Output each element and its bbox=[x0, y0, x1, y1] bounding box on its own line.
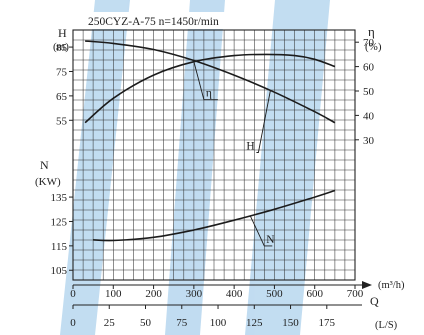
annotation-leader bbox=[249, 215, 273, 247]
eta-axis-tick-label: 50 bbox=[363, 86, 375, 98]
q-axis-arrow bbox=[362, 281, 372, 289]
q-ls-axis-unit: (L/S) bbox=[375, 320, 398, 331]
q-m3h-axis-tick-label: 100 bbox=[105, 288, 122, 300]
q-ls-axis-tick-label: 0 bbox=[70, 317, 76, 329]
q-m3h-axis-tick-label: 0 bbox=[70, 288, 76, 300]
q-ls-axis-tick-label: 175 bbox=[319, 317, 336, 329]
q-ls-axis-tick-label: 100 bbox=[210, 317, 227, 329]
h-axis-tick-label: 55 bbox=[56, 115, 68, 127]
curve-n bbox=[93, 189, 336, 242]
q-ls-axis-tick-label: 75 bbox=[176, 317, 188, 329]
n-axis-label: N bbox=[40, 158, 49, 172]
watermark-stripe bbox=[245, 0, 330, 335]
q-ls-axis-tick-label: 25 bbox=[104, 317, 116, 329]
n-axis-tick-label: 135 bbox=[51, 192, 68, 204]
annotation-leader bbox=[256, 90, 271, 153]
plot-frame bbox=[72, 29, 356, 281]
q-m3h-axis-tick-label: 500 bbox=[266, 288, 283, 300]
title-background bbox=[84, 12, 244, 29]
watermark-graphic bbox=[60, 0, 330, 335]
eta-axis-tick-label: 60 bbox=[363, 62, 375, 74]
h-axis-tick-label: 85 bbox=[56, 42, 68, 54]
annotation-label: H bbox=[246, 141, 254, 153]
n-axis-tick-label: 115 bbox=[51, 241, 68, 253]
q-ls-axis-tick-label: 125 bbox=[246, 317, 263, 329]
q-ls-axis-tick-label: 150 bbox=[282, 317, 299, 329]
h-axis-tick-label: 75 bbox=[56, 66, 68, 78]
chart-curves bbox=[84, 40, 336, 242]
curve-h bbox=[85, 40, 336, 124]
h-axis-unit: (m) bbox=[53, 41, 69, 53]
eta-axis-tick-label: 40 bbox=[363, 110, 375, 122]
q-m3h-axis-tick-label: 200 bbox=[145, 288, 162, 300]
q-axis-label: Q bbox=[370, 294, 379, 308]
watermark-stripe bbox=[165, 0, 225, 335]
annotation-label: N bbox=[266, 234, 275, 246]
n-axis-tick-label: 105 bbox=[51, 265, 68, 277]
n-axis-tick-label: 125 bbox=[51, 216, 68, 228]
n-axis-unit: (KW) bbox=[35, 176, 61, 188]
watermark-stripe bbox=[60, 0, 130, 335]
chart-title: 250CYZ-A-75 n=1450r/min bbox=[88, 16, 219, 28]
h-axis-tick-label: 65 bbox=[56, 91, 68, 103]
q-m3h-axis-tick-label: 400 bbox=[226, 288, 243, 300]
eta-axis-tick-label: 30 bbox=[363, 135, 375, 147]
annotation-leader bbox=[193, 61, 218, 101]
chart-annotations: η H N bbox=[193, 61, 275, 247]
q-m3h-axis-tick-label: 300 bbox=[186, 288, 203, 300]
curve-eta bbox=[84, 53, 336, 124]
eta-axis-label: η bbox=[368, 24, 375, 39]
q-m3h-axis-tick-label: 700 bbox=[347, 288, 364, 300]
annotation-label: η bbox=[206, 88, 212, 100]
q-m3h-axis-tick-label: 600 bbox=[306, 288, 323, 300]
q-m3h-axis-unit: (m³/h) bbox=[378, 280, 405, 291]
q-ls-axis-tick-label: 50 bbox=[140, 317, 152, 329]
eta-axis-unit: (%) bbox=[365, 41, 382, 53]
h-axis-label: H bbox=[58, 26, 67, 40]
eta-axis-tick-label: 70 bbox=[363, 37, 375, 49]
